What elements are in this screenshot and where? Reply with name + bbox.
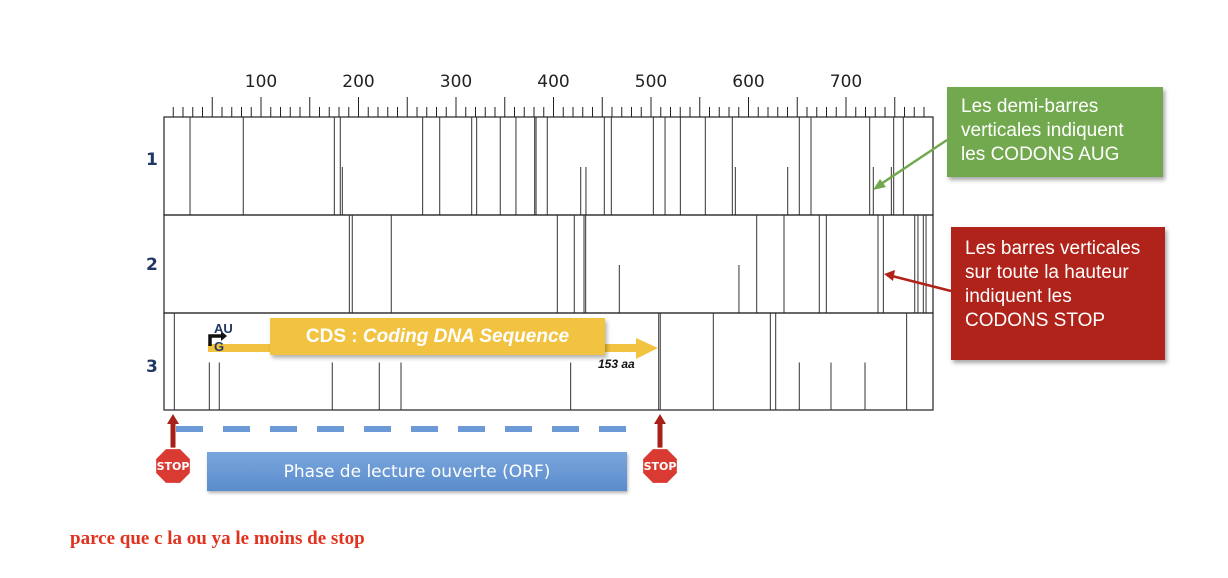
aug-callout: Les demi-barres verticales indiquent les… (947, 87, 1163, 177)
stop-callout-arrowhead-icon (884, 270, 895, 281)
orf-label: Phase de lecture ouverte (ORF) (207, 452, 627, 491)
stop-arrow-shaft (657, 423, 663, 448)
frame-row-3 (163, 312, 934, 411)
cds-length: 153 aa (598, 357, 635, 371)
start-arrow-icon (208, 334, 222, 346)
tick-label: 600 (732, 72, 764, 92)
stop-sign-icon (154, 447, 192, 485)
cds-arrow-head (636, 338, 658, 359)
cds-label: CDS : Coding DNA Sequence (270, 318, 605, 355)
aug-callout-arrow (877, 138, 948, 188)
frame-label-2: 2 (146, 255, 158, 275)
stop-sign-label: STOP (644, 460, 677, 473)
tick-label: 500 (635, 72, 667, 92)
stop-arrow-up-icon (167, 414, 179, 424)
start-arrow-head-icon (221, 331, 227, 341)
frame-row-1 (163, 116, 934, 216)
cds-italic: Coding DNA Sequence (362, 325, 570, 347)
tick-label: 300 (440, 72, 472, 92)
frame-row-2 (163, 214, 934, 314)
cds-prefix: CDS : (305, 325, 363, 347)
frame-label-3: 3 (146, 357, 158, 377)
tick-label: 700 (830, 72, 862, 92)
stop-callout-arrow (891, 274, 952, 293)
start-codon-g: G (214, 339, 225, 354)
stop-sign-label: STOP (157, 460, 190, 473)
tick-label: 400 (537, 72, 569, 92)
stop-arrow-shaft (170, 423, 176, 448)
stop-sign-icon (641, 447, 679, 485)
stop-arrow-up-icon (654, 414, 666, 424)
frame-label-1: 1 (146, 150, 158, 170)
tick-label: 100 (245, 72, 277, 92)
tick-label: 200 (342, 72, 374, 92)
stop-callout: Les barres verticales sur toute la haute… (951, 227, 1165, 360)
handwritten-note: parce que c la ou ya le moins de stop (70, 528, 365, 549)
start-codon-au: AU (214, 321, 233, 336)
aug-callout-arrowhead-icon (873, 179, 886, 190)
